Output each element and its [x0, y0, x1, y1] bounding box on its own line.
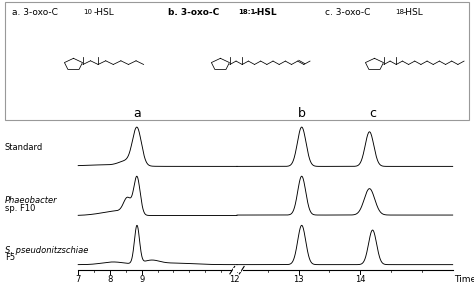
Text: Standard: Standard — [5, 143, 43, 152]
Text: 10: 10 — [83, 9, 92, 15]
Text: 7: 7 — [75, 275, 81, 284]
Text: Phaeobacter: Phaeobacter — [5, 196, 57, 205]
Text: sp. F10: sp. F10 — [5, 204, 35, 213]
Text: F5: F5 — [5, 253, 15, 262]
Text: c. 3-oxo-C: c. 3-oxo-C — [325, 8, 370, 17]
Text: 14: 14 — [355, 275, 365, 284]
Text: c: c — [369, 107, 376, 120]
Text: 18:1: 18:1 — [238, 9, 256, 15]
Text: Time (min): Time (min) — [455, 275, 474, 284]
Text: 13: 13 — [293, 275, 304, 284]
Text: 18: 18 — [395, 9, 404, 15]
Text: a: a — [133, 107, 141, 120]
Text: -HSL: -HSL — [403, 8, 424, 17]
Text: b: b — [298, 107, 306, 120]
Text: -HSL: -HSL — [93, 8, 114, 17]
Text: 9: 9 — [139, 275, 145, 284]
Text: -HSL: -HSL — [254, 8, 277, 17]
Text: 12: 12 — [229, 275, 240, 284]
Text: b. 3-oxo-C: b. 3-oxo-C — [168, 8, 219, 17]
Text: a. 3-oxo-C: a. 3-oxo-C — [12, 8, 58, 17]
Text: S. pseudonitzschiae: S. pseudonitzschiae — [5, 246, 88, 255]
Text: 8: 8 — [107, 275, 113, 284]
Bar — [5, 2, 469, 120]
